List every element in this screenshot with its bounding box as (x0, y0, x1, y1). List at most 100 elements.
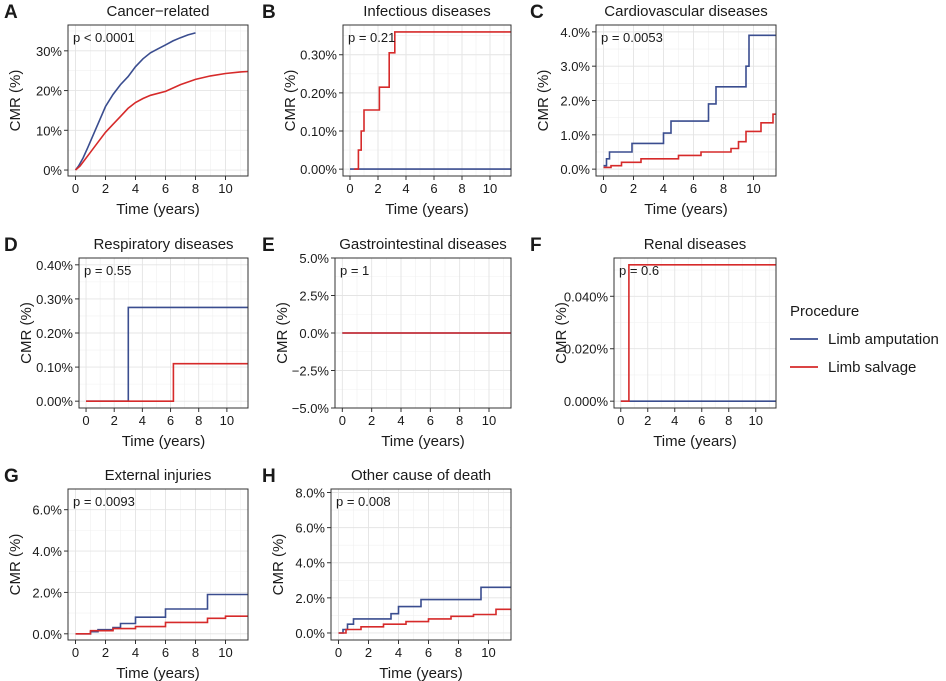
y-axis-title: CMR (%) (270, 534, 287, 596)
series-line-limb-salvage (620, 264, 776, 402)
panel-title: Cancer−related (107, 3, 210, 20)
series-line-limb-salvage (354, 31, 511, 170)
y-tick-label: 0.0% (295, 626, 325, 641)
series-line-limb-amputation (603, 34, 776, 167)
x-tick-label: 4 (402, 181, 409, 196)
x-axis-title: Time (years) (116, 201, 200, 218)
y-tick-label: 0.040% (564, 289, 609, 304)
x-tick-label: 4 (660, 181, 667, 196)
x-tick-label: 0 (339, 413, 346, 428)
x-tick-label: 10 (483, 181, 497, 196)
y-axis-title: CMR (%) (18, 302, 35, 364)
x-tick-label: 2 (365, 645, 372, 660)
series-line-limb-salvage (603, 113, 776, 169)
panel-letter: A (4, 2, 18, 23)
y-tick-label: 0.10% (300, 124, 337, 139)
y-tick-label: 0.00% (300, 162, 337, 177)
y-tick-label: 4.0% (32, 544, 62, 559)
p-value-label: p = 1 (340, 263, 369, 278)
x-tick-label: 0 (82, 413, 89, 428)
p-value-label: p = 0.0053 (601, 30, 663, 45)
y-tick-label: 5.0% (299, 251, 329, 266)
x-axis-title: Time (years) (379, 665, 463, 681)
panel-letter: B (262, 2, 276, 23)
panel-title: Gastrointestinal diseases (339, 236, 507, 253)
y-tick-label: 2.5% (299, 289, 329, 304)
x-axis-title: Time (years) (122, 433, 206, 450)
x-tick-label: 6 (690, 181, 697, 196)
y-tick-label: 0.40% (36, 258, 73, 273)
x-tick-label: 8 (725, 413, 732, 428)
x-tick-label: 0 (335, 645, 342, 660)
legend-title: Procedure (790, 303, 859, 320)
y-tick-label: 0.10% (36, 360, 73, 375)
x-axis-title: Time (years) (381, 433, 465, 450)
x-tick-label: 6 (162, 181, 169, 196)
y-tick-label: 4.0% (295, 556, 325, 571)
x-tick-label: 2 (368, 413, 375, 428)
legend-label-limb-salvage: Limb salvage (828, 359, 916, 376)
y-tick-label: 0.0% (299, 326, 329, 341)
x-tick-label: 10 (220, 413, 234, 428)
x-tick-label: 0 (600, 181, 607, 196)
series-line-limb-amputation (75, 593, 248, 635)
x-tick-label: 4 (397, 413, 404, 428)
y-axis-title: CMR (%) (274, 302, 291, 364)
x-axis-title: Time (years) (653, 433, 737, 450)
x-tick-label: 6 (698, 413, 705, 428)
y-tick-label: −2.5% (292, 364, 330, 379)
panel-frame (67, 488, 249, 641)
x-tick-label: 6 (427, 413, 434, 428)
x-tick-label: 0 (72, 181, 79, 196)
panel-letter: F (530, 235, 542, 256)
x-axis-title: Time (years) (116, 665, 200, 681)
panel-letter: D (4, 235, 18, 256)
y-axis-title: CMR (%) (282, 70, 299, 132)
x-tick-label: 4 (395, 645, 402, 660)
y-tick-label: 6.0% (295, 521, 325, 536)
x-tick-label: 2 (630, 181, 637, 196)
x-tick-label: 6 (162, 645, 169, 660)
x-tick-label: 4 (132, 181, 139, 196)
y-tick-label: −5.0% (292, 401, 330, 416)
p-value-label: p = 0.008 (336, 494, 391, 509)
x-tick-label: 10 (749, 413, 763, 428)
y-axis-title: CMR (%) (7, 70, 24, 132)
series-line-limb-salvage (75, 615, 248, 635)
panel-title: External injuries (105, 467, 212, 484)
x-tick-label: 2 (111, 413, 118, 428)
x-tick-label: 10 (481, 645, 495, 660)
y-tick-label: 20% (36, 84, 62, 99)
panel-c: 0 2 4 6 8 10 0.0% 1.0% 2.0% 3.0% 4.0% Time (years) C… (530, 2, 777, 218)
y-axis-title: CMR (%) (7, 534, 24, 596)
x-tick-label: 6 (425, 645, 432, 660)
y-tick-label: 0.30% (36, 292, 73, 307)
panel-letter: E (262, 235, 275, 256)
panel-letter: C (530, 2, 544, 23)
x-axis-title: Time (years) (385, 201, 469, 218)
panel-h: 0 2 4 6 8 10 0.0% 2.0% 4.0% 6.0% 8.0% Time (years) C… (262, 466, 512, 681)
panel-b: 0 2 4 6 8 10 0.00% 0.10% 0.20% 0.30% Time (years) C… (262, 2, 512, 218)
p-value-label: p = 0.6 (619, 263, 659, 278)
x-tick-label: 10 (218, 181, 232, 196)
x-tick-label: 8 (195, 413, 202, 428)
panel-title: Renal diseases (644, 236, 747, 253)
y-tick-label: 30% (36, 44, 62, 59)
y-axis-title: CMR (%) (535, 70, 552, 132)
x-tick-label: 0 (617, 413, 624, 428)
x-tick-label: 2 (102, 181, 109, 196)
x-tick-label: 0 (72, 645, 79, 660)
x-tick-label: 4 (671, 413, 678, 428)
panel-frame (67, 24, 249, 177)
x-tick-label: 10 (746, 181, 760, 196)
x-tick-label: 8 (192, 645, 199, 660)
y-tick-label: 0.00% (36, 394, 73, 409)
y-tick-label: 0.020% (564, 342, 609, 357)
x-tick-label: 4 (139, 413, 146, 428)
p-value-label: p = 0.0093 (73, 494, 135, 509)
y-axis-title: CMR (%) (553, 302, 570, 364)
y-tick-label: 3.0% (560, 59, 590, 74)
series-line-limb-amputation (86, 306, 248, 402)
legend: Procedure Limb amputation Limb salvage (790, 303, 939, 376)
